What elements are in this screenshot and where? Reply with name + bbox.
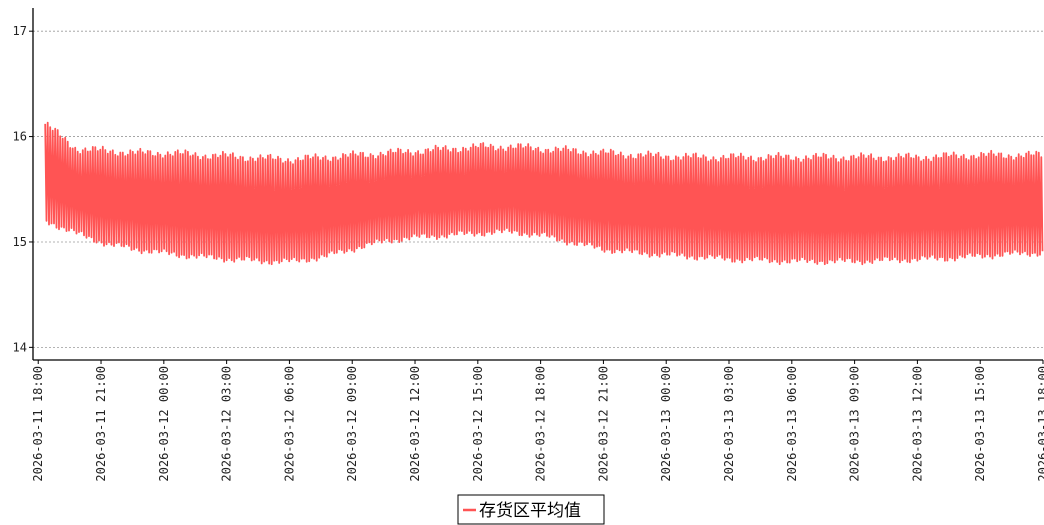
legend-label: 存货区平均值 (479, 501, 581, 521)
x-tick-label: 2026-03-12 15:00 (471, 366, 485, 482)
x-tick-label: 2026-03-11 18:00 (31, 366, 45, 482)
y-tick-label: 17 (13, 24, 27, 38)
x-tick-label: 2026-03-12 21:00 (596, 366, 610, 482)
legend: 存货区平均值 (457, 494, 605, 525)
x-tick-label: 2026-03-12 09:00 (345, 366, 359, 482)
y-tick-label: 14 (13, 340, 27, 354)
x-tick-label: 2026-03-12 00:00 (157, 366, 171, 482)
y-tick-label: 15 (13, 235, 27, 249)
x-tick-label: 2026-03-13 06:00 (785, 366, 799, 482)
x-tick-label: 2026-03-11 21:00 (94, 366, 108, 482)
x-tick-label: 2026-03-13 09:00 (848, 366, 862, 482)
series-layer (44, 121, 1044, 266)
x-tick-label: 2026-03-13 15:00 (973, 366, 987, 482)
x-tick-label: 2026-03-13 12:00 (910, 366, 924, 482)
y-tick-label: 16 (13, 130, 27, 144)
x-tick-label: 2026-03-12 06:00 (282, 366, 296, 482)
x-tick-label: 2026-03-13 03:00 (722, 366, 736, 482)
x-ticks: 2026-03-11 18:00 2026-03-11 21:00 2026-03-… (31, 360, 1044, 482)
x-tick-label: 2026-03-13 18:00 (1036, 366, 1044, 482)
x-tick-label: 2026-03-12 18:00 (534, 366, 548, 482)
x-tick-label: 2026-03-12 12:00 (408, 366, 422, 482)
x-tick-label: 2026-03-13 00:00 (659, 366, 673, 482)
y-ticks: 14 15 16 17 (13, 24, 33, 354)
legend-box (457, 494, 605, 525)
x-tick-label: 2026-03-12 03:00 (220, 366, 234, 482)
series-line (44, 121, 1044, 266)
axes (32, 8, 1043, 361)
